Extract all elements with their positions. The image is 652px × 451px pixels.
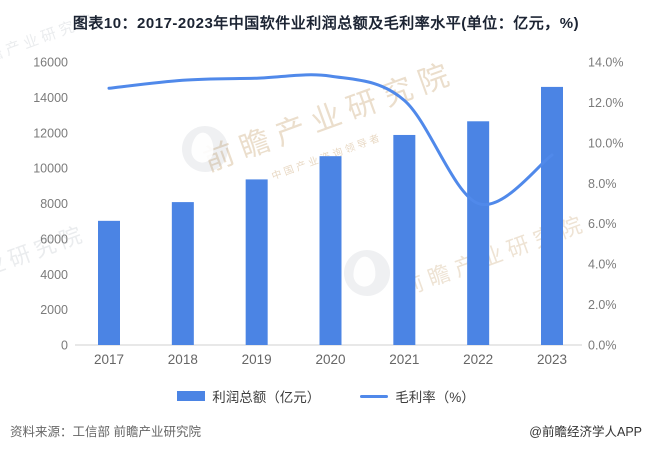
x-axis-label-2018: 2018 bbox=[168, 352, 198, 367]
bar-2023 bbox=[541, 86, 563, 346]
chart-title: 图表10：2017-2023年中国软件业利润总额及毛利率水平(单位：亿元，%) bbox=[72, 15, 580, 32]
gross-margin-line bbox=[107, 73, 554, 207]
bar-2018 bbox=[171, 202, 194, 345]
legend-item-margin: 毛利率（%） bbox=[360, 386, 475, 406]
x-axis-label-2017: 2017 bbox=[94, 352, 124, 367]
y-axis-right-tick: 14.0% bbox=[588, 56, 623, 70]
x-axis-label-2020: 2020 bbox=[315, 352, 345, 367]
y-axis-right-tick: 10.0% bbox=[588, 136, 623, 150]
y-axis-right-tick: 12.0% bbox=[588, 96, 623, 110]
bar-2019 bbox=[245, 179, 268, 345]
y-axis-left-tick: 0 bbox=[61, 339, 68, 353]
y-axis-left-tick: 16000 bbox=[33, 56, 68, 70]
y-axis-left-tick: 10000 bbox=[33, 162, 68, 176]
y-axis-left-tick: 8000 bbox=[40, 197, 68, 211]
x-axis-label-2019: 2019 bbox=[242, 352, 272, 367]
line-swatch-icon bbox=[360, 394, 389, 398]
y-axis-left-tick: 2000 bbox=[40, 303, 68, 317]
combo-chart-canvas: 0 2000 4000 6000 8000 10000 12000 14000 16000 0.0… bbox=[33, 56, 623, 368]
y-axis-right-tick: 0.0% bbox=[588, 339, 617, 353]
legend-label-profit: 利润总额（亿元） bbox=[212, 390, 321, 405]
bar-2021 bbox=[393, 134, 416, 345]
legend: 利润总额（亿元） 毛利率（%） bbox=[0, 386, 652, 406]
y-axis-right-tick: 8.0% bbox=[588, 177, 617, 191]
legend-label-margin: 毛利率（%） bbox=[395, 390, 475, 405]
y-axis-right-tick: 4.0% bbox=[588, 258, 617, 272]
y-axis-left-tick: 6000 bbox=[40, 232, 68, 246]
x-axis-label-2022: 2022 bbox=[463, 352, 493, 367]
y-axis-right-tick: 6.0% bbox=[588, 217, 617, 231]
bar-2017 bbox=[98, 220, 120, 345]
bar-swatch-icon bbox=[177, 391, 206, 401]
data-source-note: 资料来源：工信部 前瞻产业研究院 bbox=[10, 425, 201, 439]
x-axis-label-2021: 2021 bbox=[389, 352, 419, 367]
credit-note: @前瞻经济学人APP bbox=[529, 425, 642, 439]
x-axis-label-2023: 2023 bbox=[537, 352, 567, 367]
y-axis-left-tick: 14000 bbox=[33, 91, 68, 105]
y-axis-left-tick: 12000 bbox=[33, 126, 68, 140]
y-axis-right-tick: 2.0% bbox=[588, 298, 617, 312]
legend-item-profit: 利润总额（亿元） bbox=[177, 386, 320, 406]
bar-2022 bbox=[467, 121, 490, 345]
bar-2020 bbox=[319, 156, 342, 345]
footer: 资料来源：工信部 前瞻产业研究院 @前瞻经济学人APP bbox=[10, 421, 642, 440]
y-axis-left-tick: 4000 bbox=[40, 268, 68, 282]
